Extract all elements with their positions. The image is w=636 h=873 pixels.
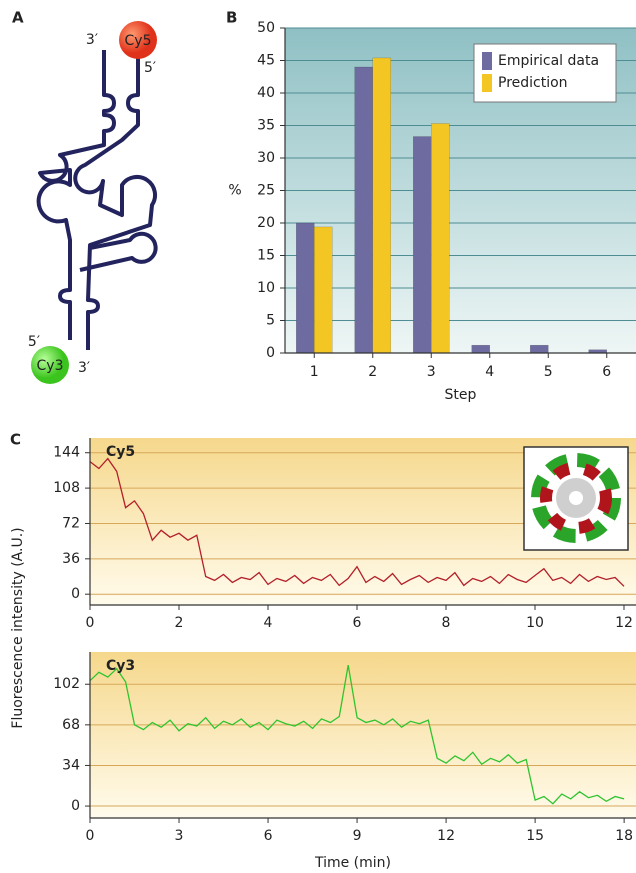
- series-label: Cy3: [106, 658, 135, 674]
- x-tick-label: 5: [544, 364, 553, 380]
- panel-label: C: [10, 431, 21, 449]
- x-tick-label: 1: [310, 364, 319, 380]
- y-axis-label: Fluorescence intensity (A.U.): [10, 527, 26, 728]
- x-tick-label: 2: [368, 364, 377, 380]
- y-tick-label: 5: [266, 313, 275, 329]
- x-tick-label: 18: [615, 828, 633, 844]
- y-tick-label: 20: [257, 215, 275, 231]
- y-tick-label: 0: [71, 586, 80, 602]
- x-tick-label: 15: [526, 828, 544, 844]
- dye-label: Cy3: [37, 358, 64, 374]
- x-tick-label: 0: [86, 615, 95, 631]
- bar: [296, 223, 314, 353]
- bar: [373, 58, 391, 353]
- legend-swatch: [482, 52, 492, 70]
- figure: A B C Cy5 Cy3 3′ 5′ 5′ 3′ 05101520253035…: [0, 0, 636, 873]
- x-axis-label: Time (min): [314, 855, 391, 871]
- panel-label: A: [12, 9, 24, 27]
- legend-label: Empirical data: [498, 53, 599, 69]
- bar: [472, 345, 490, 353]
- end-label: 5′: [28, 334, 40, 350]
- x-tick-label: 2: [175, 615, 184, 631]
- y-tick-label: 108: [53, 480, 80, 496]
- y-tick-label: 0: [266, 345, 275, 361]
- y-tick-label: 36: [62, 551, 80, 567]
- series-label: Cy5: [106, 444, 135, 460]
- x-tick-label: 4: [264, 615, 273, 631]
- legend-swatch: [482, 74, 492, 92]
- x-tick-label: 4: [485, 364, 494, 380]
- end-label: 3′: [78, 360, 90, 376]
- legend-label: Prediction: [498, 75, 568, 91]
- x-tick-label: 12: [615, 615, 633, 631]
- rna-structure: [39, 50, 156, 350]
- y-tick-label: 144: [53, 445, 80, 461]
- x-tick-label: 10: [526, 615, 544, 631]
- y-tick-label: 15: [257, 248, 275, 264]
- dye-label: Cy5: [125, 33, 152, 49]
- y-tick-label: 45: [257, 53, 275, 69]
- y-tick-label: 10: [257, 280, 275, 296]
- y-tick-label: 30: [257, 150, 275, 166]
- y-tick-label: 35: [257, 118, 275, 134]
- bar: [431, 124, 449, 353]
- y-tick-label: 102: [53, 676, 80, 692]
- x-tick-label: 9: [353, 828, 362, 844]
- y-tick-label: 68: [62, 717, 80, 733]
- y-tick-label: 25: [257, 183, 275, 199]
- y-tick-label: 72: [62, 515, 80, 531]
- x-tick-label: 6: [353, 615, 362, 631]
- bar: [314, 227, 332, 353]
- bar: [530, 345, 548, 353]
- x-tick-label: 8: [442, 615, 451, 631]
- x-tick-label: 3: [427, 364, 436, 380]
- plot-background: [90, 652, 636, 818]
- y-tick-label: 34: [62, 757, 80, 773]
- end-label: 5′: [144, 60, 156, 76]
- inset-structure: [524, 447, 628, 550]
- y-tick-label: 0: [71, 798, 80, 814]
- end-label: 3′: [86, 32, 98, 48]
- y-tick-label: 50: [257, 20, 275, 36]
- x-tick-label: 12: [437, 828, 455, 844]
- x-tick-label: 0: [86, 828, 95, 844]
- y-tick-label: 40: [257, 85, 275, 101]
- x-axis-label: Step: [445, 387, 477, 403]
- panel-label: B: [226, 9, 237, 27]
- bar: [355, 67, 373, 353]
- x-tick-label: 6: [602, 364, 611, 380]
- bar: [413, 137, 431, 353]
- y-axis-label: %: [228, 183, 241, 199]
- x-tick-label: 3: [175, 828, 184, 844]
- x-tick-label: 6: [264, 828, 273, 844]
